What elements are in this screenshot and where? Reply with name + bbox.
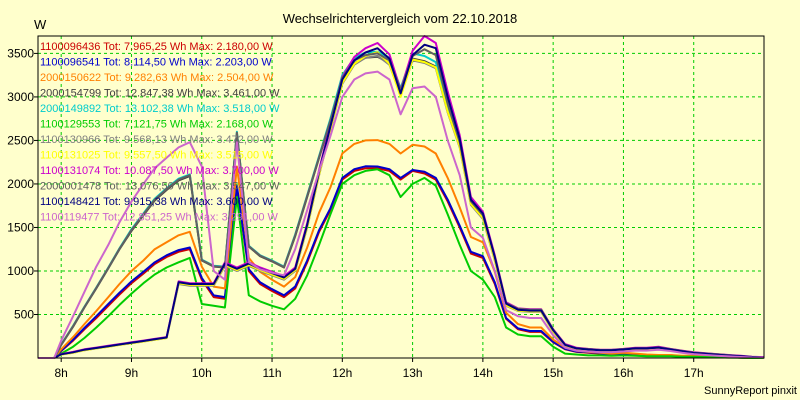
- legend-entry: 2000150622 Tot: 9.282,63 Wh Max: 2.504,0…: [40, 72, 274, 84]
- x-tick-label: 9h: [125, 366, 138, 380]
- legend-entry: 1100131025 Tot: 9.557,50 Wh Max: 3.515,0…: [40, 150, 273, 162]
- legend-entry: 2000001478 Tot: 13.076,50 Wh Max: 3.547,…: [40, 181, 280, 193]
- unit-label: W: [34, 17, 47, 32]
- legend-entry: 1100131074 Tot: 10.087,50 Wh Max: 3.700,…: [40, 165, 279, 177]
- series-line-6: [38, 168, 764, 359]
- chart-title: Wechselrichtervergleich vom 22.10.2018: [283, 11, 518, 26]
- y-tick-label: 3000: [7, 90, 34, 104]
- y-tick-label: 3500: [7, 46, 34, 60]
- x-tick-label: 16h: [613, 366, 633, 380]
- footer-text: SunnyReport pinxit: [704, 385, 797, 397]
- x-tick-label: 10h: [192, 366, 212, 380]
- x-tick-label: 12h: [332, 366, 352, 380]
- x-tick-label: 13h: [403, 366, 423, 380]
- series-line-3: [38, 139, 764, 359]
- y-tick-label: 2500: [7, 133, 34, 147]
- x-tick-label: 11h: [262, 366, 281, 380]
- x-tick-label: 8h: [55, 366, 68, 380]
- x-tick-label: 15h: [543, 366, 563, 380]
- series-line-12: [38, 70, 765, 359]
- legend-entry: 2000154799 Tot: 12.847,38 Wh Max: 3.461,…: [40, 88, 280, 100]
- y-tick-label: 500: [14, 307, 34, 321]
- legend-entry: 1100119477 Tot: 12.851,25 Wh Max: 3.291,…: [40, 212, 279, 224]
- legend-entry: 1100130966 Tot: 9.568,13 Wh Max: 3.472,0…: [40, 134, 273, 146]
- legend-entry: 1100129553 Tot: 7.121,75 Wh Max: 2.168,0…: [40, 119, 273, 131]
- plot-frame: [37, 35, 765, 359]
- y-tick-label: 1000: [7, 264, 34, 278]
- x-axis: 8h 9h 10h 11h 12h 13h 14h 15h 16h 17h: [55, 358, 704, 380]
- x-tick-label: 17h: [684, 366, 704, 380]
- legend-entry: 1100096541 Tot: 8.114,50 Wh Max: 2.203,0…: [40, 57, 272, 69]
- y-tick-label: 1500: [7, 220, 34, 234]
- x-tick-label: 14h: [473, 366, 493, 380]
- series-line-11: [38, 43, 765, 359]
- legend-entry: 1100096436 Tot: 7.965,25 Wh Max: 2.180,0…: [40, 41, 273, 53]
- series-layer: [38, 35, 765, 359]
- legend-entry: 2000149892 Tot: 13.102,38 Wh Max: 3.518,…: [40, 103, 280, 115]
- legend: 1100096436 Tot: 7.965,25 Wh Max: 2.180,0…: [40, 41, 280, 224]
- y-axis: 500 1000 1500 2000 2500 3000 3500: [7, 46, 38, 321]
- legend-entry: 1100148421 Tot: 9.915,38 Wh Max: 3.600,0…: [40, 196, 273, 208]
- y-tick-label: 2000: [7, 177, 34, 191]
